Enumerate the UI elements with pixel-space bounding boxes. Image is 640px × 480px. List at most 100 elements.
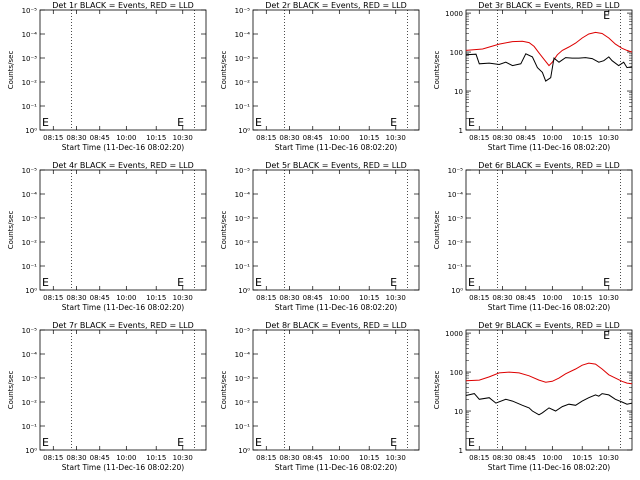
x-tick-label: 10:15 <box>146 134 166 142</box>
y-tick-label: 10⁻⁵ <box>448 167 464 175</box>
x-axis-label: Start Time (11-Dec-16 08:02:20) <box>275 303 397 312</box>
x-axis-label: Start Time (11-Dec-16 08:02:20) <box>488 463 610 472</box>
y-tick-label: 1 <box>459 127 463 135</box>
x-tick-label: 08:15 <box>469 454 489 462</box>
y-tick-label: 10⁰ <box>25 127 37 135</box>
panel-title: Det 8r BLACK = Events, RED = LLD <box>265 321 407 330</box>
x-tick-label: 10:00 <box>329 134 349 142</box>
plot-frame <box>465 169 633 291</box>
event-marker: E <box>42 116 49 129</box>
y-tick-label: 10⁻¹ <box>22 423 38 431</box>
x-tick-label: 10:30 <box>386 134 406 142</box>
event-marker: E <box>468 116 475 129</box>
panel-title: Det 2r BLACK = Events, RED = LLD <box>265 1 407 10</box>
y-tick-label: 10⁰ <box>25 287 37 295</box>
panel-title: Det 1r BLACK = Events, RED = LLD <box>52 1 194 10</box>
y-tick-label: 10⁻⁵ <box>235 327 251 335</box>
y-axis-label: Counts/sec <box>220 371 228 410</box>
x-tick-label: 08:45 <box>90 454 110 462</box>
y-tick-label: 10⁻¹ <box>22 103 38 111</box>
event-marker: E <box>390 116 397 129</box>
y-tick-label: 10⁻² <box>235 239 251 247</box>
event-marker: E <box>177 276 184 289</box>
y-tick-label: 10⁻³ <box>235 55 251 63</box>
x-axis-label: Start Time (11-Dec-16 08:02:20) <box>275 143 397 152</box>
y-tick-label: 10⁻⁴ <box>22 31 38 39</box>
event-marker: E <box>42 276 49 289</box>
x-tick-label: 10:30 <box>599 454 619 462</box>
plot-frame <box>252 169 420 291</box>
y-tick-label: 10⁻⁵ <box>235 7 251 15</box>
y-axis-label: Counts/sec <box>7 211 15 250</box>
y-tick-label: 10 <box>454 408 463 416</box>
y-tick-label: 10⁻³ <box>235 215 251 223</box>
event-marker: E <box>390 276 397 289</box>
x-tick-label: 08:30 <box>66 294 86 302</box>
x-tick-label: 08:15 <box>256 294 276 302</box>
x-tick-label: 10:30 <box>386 294 406 302</box>
event-marker: E <box>177 116 184 129</box>
event-marker: E <box>255 116 262 129</box>
lld-series-line <box>465 362 633 385</box>
plot-frame <box>39 329 207 451</box>
x-tick-label: 08:30 <box>66 454 86 462</box>
x-tick-label: 08:30 <box>279 454 299 462</box>
y-tick-label: 10⁻³ <box>448 215 464 223</box>
x-tick-label: 08:30 <box>279 294 299 302</box>
y-tick-label: 10⁻⁴ <box>22 351 38 359</box>
y-tick-label: 10⁻⁴ <box>235 191 251 199</box>
event-marker: E <box>603 329 610 342</box>
events-series-line <box>465 393 633 416</box>
plot-frame <box>252 329 420 451</box>
event-marker: E <box>603 9 610 22</box>
y-tick-label: 10⁻¹ <box>22 263 38 271</box>
x-tick-label: 10:30 <box>599 134 619 142</box>
y-tick-label: 10⁻¹ <box>235 103 251 111</box>
y-tick-label: 10⁻³ <box>22 375 38 383</box>
x-tick-label: 08:15 <box>256 454 276 462</box>
y-tick-label: 1000 <box>445 10 463 18</box>
y-tick-label: 10⁻⁴ <box>22 191 38 199</box>
y-tick-label: 10⁻¹ <box>235 263 251 271</box>
x-tick-label: 10:15 <box>572 294 592 302</box>
y-tick-label: 10⁰ <box>238 287 250 295</box>
event-marker: E <box>468 436 475 449</box>
y-tick-label: 10⁻⁴ <box>235 351 251 359</box>
y-tick-label: 10 <box>454 88 463 96</box>
x-axis-label: Start Time (11-Dec-16 08:02:20) <box>488 143 610 152</box>
y-tick-label: 10⁻⁴ <box>448 191 464 199</box>
y-tick-label: 1 <box>459 447 463 455</box>
y-axis-label: Counts/sec <box>7 51 15 90</box>
y-tick-label: 10⁰ <box>451 287 463 295</box>
plot-frame <box>39 169 207 291</box>
x-tick-label: 08:30 <box>492 294 512 302</box>
x-tick-label: 08:30 <box>492 134 512 142</box>
x-tick-label: 10:15 <box>146 294 166 302</box>
x-axis-label: Start Time (11-Dec-16 08:02:20) <box>275 463 397 472</box>
panel-title: Det 4r BLACK = Events, RED = LLD <box>52 161 194 170</box>
x-tick-label: 08:45 <box>303 134 323 142</box>
x-axis-label: Start Time (11-Dec-16 08:02:20) <box>62 143 184 152</box>
y-tick-label: 1000 <box>445 330 463 338</box>
y-tick-label: 10⁻⁵ <box>22 327 38 335</box>
event-marker: E <box>603 276 610 289</box>
x-tick-label: 10:15 <box>146 454 166 462</box>
x-tick-label: 10:15 <box>359 454 379 462</box>
x-tick-label: 10:00 <box>542 134 562 142</box>
x-tick-label: 10:30 <box>173 454 193 462</box>
panel-title: Det 9r BLACK = Events, RED = LLD <box>478 321 620 330</box>
y-tick-label: 10⁻¹ <box>235 423 251 431</box>
panel-title: Det 6r BLACK = Events, RED = LLD <box>478 161 620 170</box>
y-tick-label: 10⁻² <box>22 239 38 247</box>
x-tick-label: 10:15 <box>572 454 592 462</box>
event-marker: E <box>177 436 184 449</box>
x-tick-label: 10:15 <box>572 134 592 142</box>
y-tick-label: 10⁻² <box>22 399 38 407</box>
